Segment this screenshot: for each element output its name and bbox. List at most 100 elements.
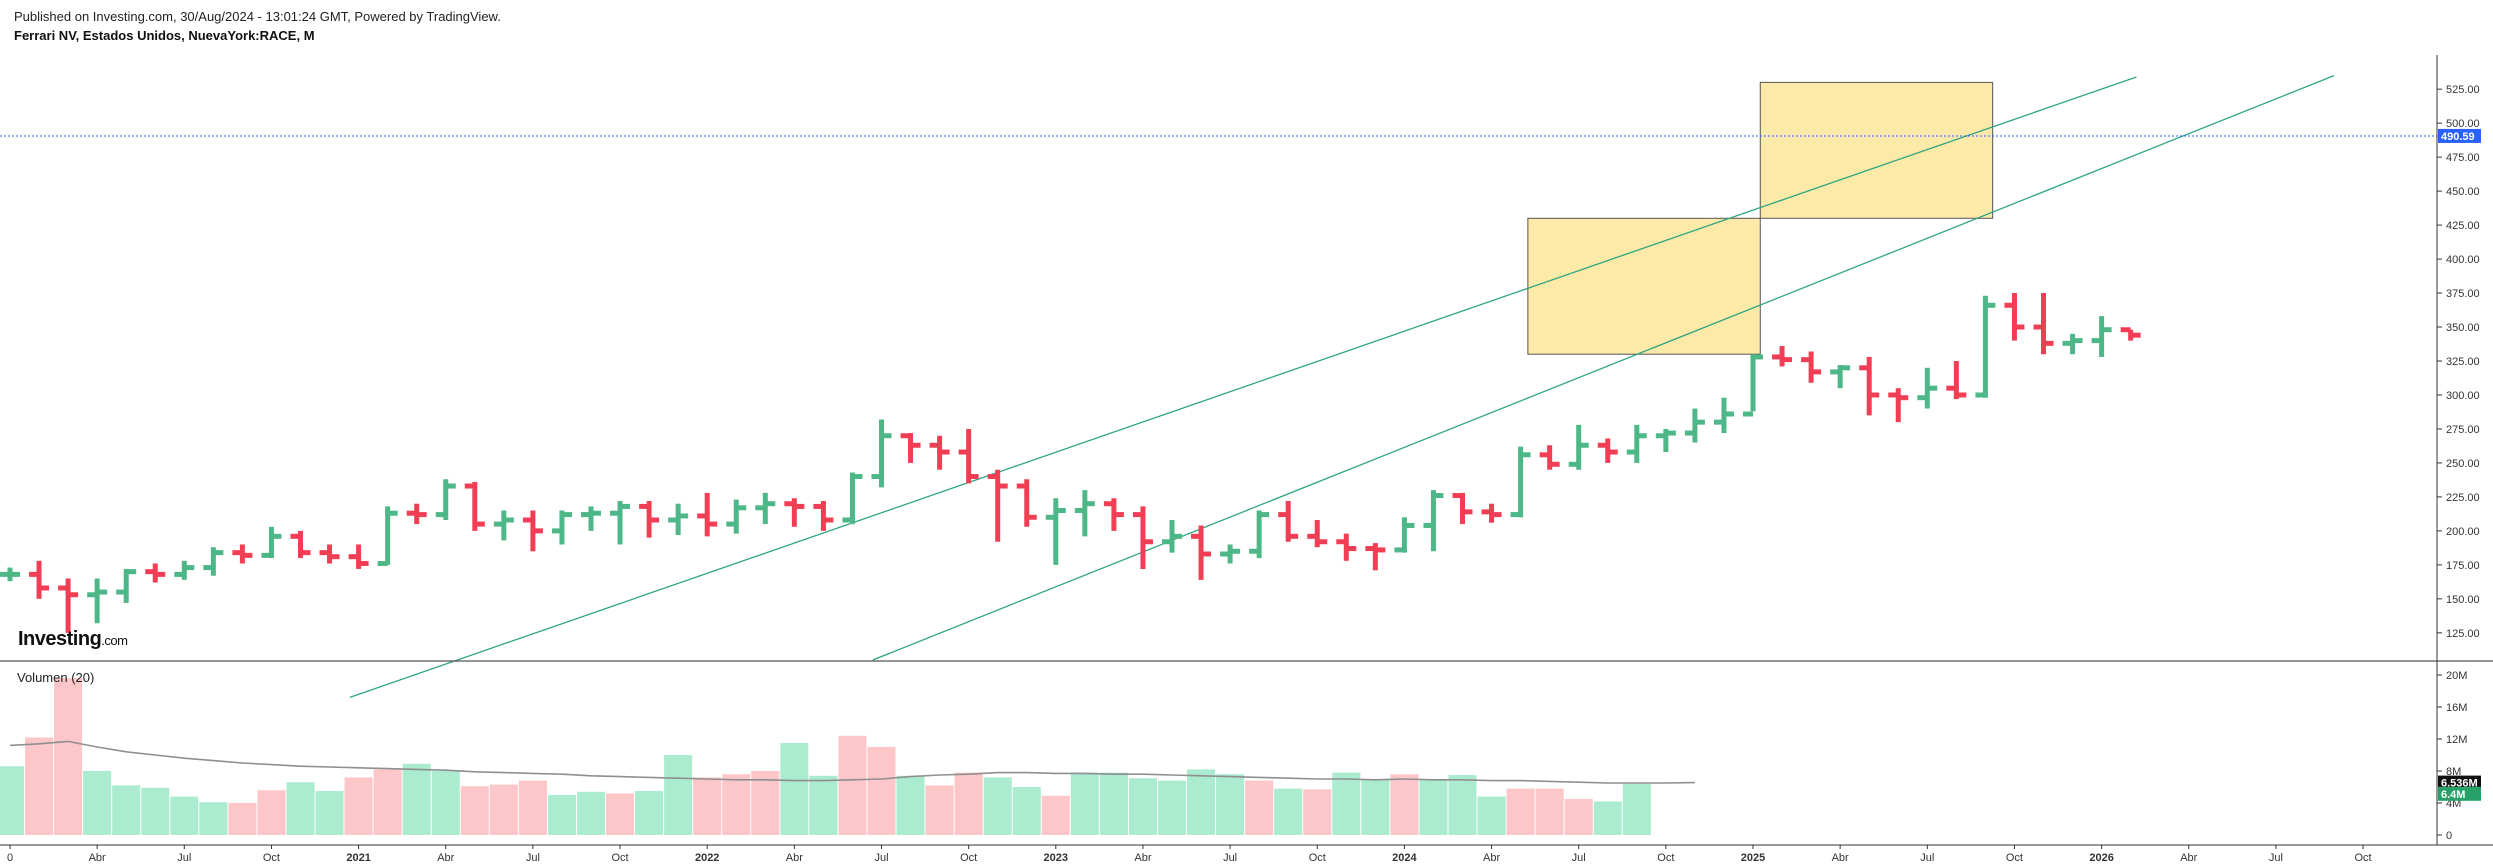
volume-bar [1041, 795, 1070, 835]
time-tick-label: Abr [1832, 852, 1849, 864]
volume-bar [1128, 778, 1157, 835]
price-tick-label: 300.00 [2446, 390, 2480, 402]
volume-bar [1535, 788, 1564, 835]
volume-bar [344, 777, 373, 835]
volume-bar [431, 771, 460, 835]
volume-bar [896, 775, 925, 835]
price-tick-label: 150.00 [2446, 594, 2480, 606]
time-tick-label: Jul [526, 852, 540, 864]
volume-label: Volumen (20) [17, 670, 94, 685]
volume-bar [199, 802, 228, 835]
volume-bar [925, 785, 954, 835]
channel-lower-line [872, 74, 2335, 661]
volume-bar [838, 735, 867, 835]
volume-tick-label: 4M [2446, 798, 2461, 810]
investing-logo: Investing.com [18, 628, 127, 650]
price-tick-label: 250.00 [2446, 458, 2480, 470]
price-tick-label: 475.00 [2446, 152, 2480, 164]
volume-bar [1157, 780, 1187, 835]
volume-bar [1070, 772, 1099, 835]
volume-bar [257, 790, 286, 835]
volume-bar [1332, 772, 1361, 835]
volume-bar [547, 795, 576, 835]
current-price-tag-bg [2438, 128, 2481, 143]
volume-tick-label: 16M [2446, 702, 2467, 714]
time-tick-label: 2024 [1392, 852, 1417, 864]
volume-bar [170, 796, 199, 835]
symbol-title: Ferrari NV, Estados Unidos, NuevaYork:RA… [14, 28, 315, 43]
volume-bar [606, 793, 635, 835]
volume-ma-tag: 6.536M [2441, 778, 2478, 790]
volume-bar [1012, 787, 1041, 835]
volume-bar [1419, 779, 1448, 835]
drawings [0, 74, 2437, 698]
time-tick-label: Jul [177, 852, 191, 864]
logo-main: Investing [18, 628, 101, 650]
price-tick-label: 125.00 [2446, 628, 2480, 640]
time-tick-label: Oct [263, 852, 280, 864]
price-tick-label: 400.00 [2446, 254, 2480, 266]
volume-bar [809, 775, 838, 835]
volume-bar [460, 786, 489, 835]
time-tick-label: Jul [1572, 852, 1586, 864]
volume-bar [722, 774, 751, 835]
time-tick-label: Abr [786, 852, 803, 864]
volume-bar [1593, 801, 1622, 835]
time-tick-label: Abr [1483, 852, 1500, 864]
volume-bar [1361, 779, 1390, 835]
time-tick-label: Abr [2180, 852, 2197, 864]
volume-bar [1216, 774, 1245, 835]
volume-bar [54, 678, 83, 835]
time-tick-label: 0 [7, 852, 13, 864]
volume-bar [751, 771, 780, 835]
volume-bar [141, 787, 170, 835]
price-tick-label: 200.00 [2446, 526, 2480, 538]
time-tick-label: Jul [1223, 852, 1237, 864]
time-tick-label: Oct [960, 852, 977, 864]
volume-bar [1506, 788, 1535, 835]
time-tick-label: Abr [437, 852, 454, 864]
ohlc-bars [0, 293, 2141, 633]
volume-bar [1390, 774, 1419, 835]
labels: Investing.com Volumen (20) [17, 628, 128, 685]
current-price-tag: 490.59 [2441, 131, 2475, 143]
volume-bar [83, 771, 112, 835]
time-tick-label: Jul [1920, 852, 1934, 864]
volume-bar [1099, 772, 1128, 835]
channel-upper-line [349, 76, 2137, 698]
volume-ma-line [9, 740, 1695, 784]
price-tick-label: 350.00 [2446, 322, 2480, 334]
volume-bar [1622, 783, 1651, 835]
volume-tick-label: 20M [2446, 670, 2467, 682]
time-tick-label: Abr [89, 852, 106, 864]
price-tick-label: 175.00 [2446, 560, 2480, 572]
price-tick-label: 325.00 [2446, 356, 2480, 368]
volume-bar [1274, 788, 1303, 835]
publish-info: Published on Investing.com, 30/Aug/2024 … [14, 9, 501, 24]
volume-bar [402, 763, 431, 835]
volume-bar [518, 780, 547, 835]
time-tick-label: Oct [1657, 852, 1674, 864]
time-tick-label: 2021 [346, 852, 370, 864]
volume-bar [0, 766, 25, 835]
price-tick-label: 275.00 [2446, 424, 2480, 436]
volume-bar [576, 791, 606, 835]
volume-bars [0, 678, 1651, 835]
time-tick-label: Oct [611, 852, 628, 864]
volume-last-tag: 6.4M [2441, 789, 2465, 801]
volume-bar [489, 784, 518, 835]
axes: 125.00 150.00 175.00 200.00 225.00 250.00 275.… [0, 55, 2493, 864]
volume-bar [983, 777, 1012, 835]
volume-tick-label: 8M [2446, 766, 2461, 778]
volume-bar [954, 772, 983, 835]
volume-bar [867, 747, 896, 835]
volume-ma [9, 740, 1695, 784]
price-tick-label: 225.00 [2446, 492, 2480, 504]
chart-header: Published on Investing.com, 30/Aug/2024 … [14, 8, 501, 46]
logo-suffix: .com [101, 633, 127, 648]
volume-bar [635, 791, 664, 835]
time-tick-label: Jul [874, 852, 888, 864]
volume-bar [286, 782, 315, 835]
volume-bar [228, 803, 257, 835]
